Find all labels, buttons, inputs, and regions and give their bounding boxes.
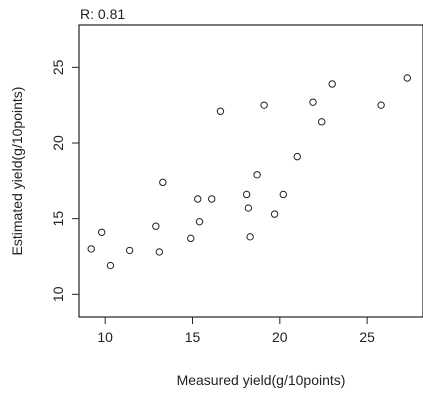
data-point bbox=[155, 248, 164, 256]
x-tick-label: 10 bbox=[97, 329, 113, 345]
x-tick-label: 20 bbox=[272, 329, 288, 345]
data-point bbox=[293, 152, 301, 161]
data-point bbox=[125, 246, 134, 255]
data-point bbox=[244, 204, 253, 212]
data-point bbox=[98, 228, 106, 236]
data-points bbox=[87, 74, 411, 270]
data-point bbox=[246, 233, 254, 241]
data-point bbox=[377, 101, 385, 109]
data-point bbox=[152, 222, 160, 230]
data-point bbox=[270, 210, 279, 218]
y-axis-label: Estimated yield(g/10points) bbox=[9, 87, 25, 256]
data-point bbox=[309, 98, 317, 106]
data-point bbox=[106, 261, 115, 270]
data-point bbox=[87, 245, 95, 253]
y-axis: 10 15 20 25 bbox=[50, 59, 79, 302]
data-point bbox=[279, 190, 288, 199]
data-point bbox=[253, 171, 261, 179]
data-point bbox=[216, 107, 225, 115]
y-tick-label: 20 bbox=[50, 135, 66, 151]
data-point bbox=[260, 101, 268, 109]
data-point bbox=[195, 217, 204, 226]
data-point bbox=[194, 195, 202, 203]
x-axis: 10 15 20 25 bbox=[97, 317, 375, 345]
data-point bbox=[187, 234, 195, 243]
data-point bbox=[403, 74, 411, 82]
x-tick-label: 15 bbox=[185, 329, 201, 345]
data-point bbox=[208, 195, 216, 203]
x-tick-label: 25 bbox=[359, 329, 375, 345]
plot-frame bbox=[78, 24, 423, 318]
data-point bbox=[159, 178, 167, 187]
chart-title: R: 0.81 bbox=[80, 6, 125, 22]
data-point bbox=[328, 80, 336, 88]
data-point bbox=[242, 190, 251, 199]
y-tick-label: 10 bbox=[50, 286, 66, 302]
x-axis-label: Measured yield(g/10points) bbox=[177, 372, 346, 388]
y-tick-label: 25 bbox=[50, 59, 66, 75]
y-tick-label: 15 bbox=[50, 211, 66, 227]
data-point bbox=[318, 118, 326, 126]
